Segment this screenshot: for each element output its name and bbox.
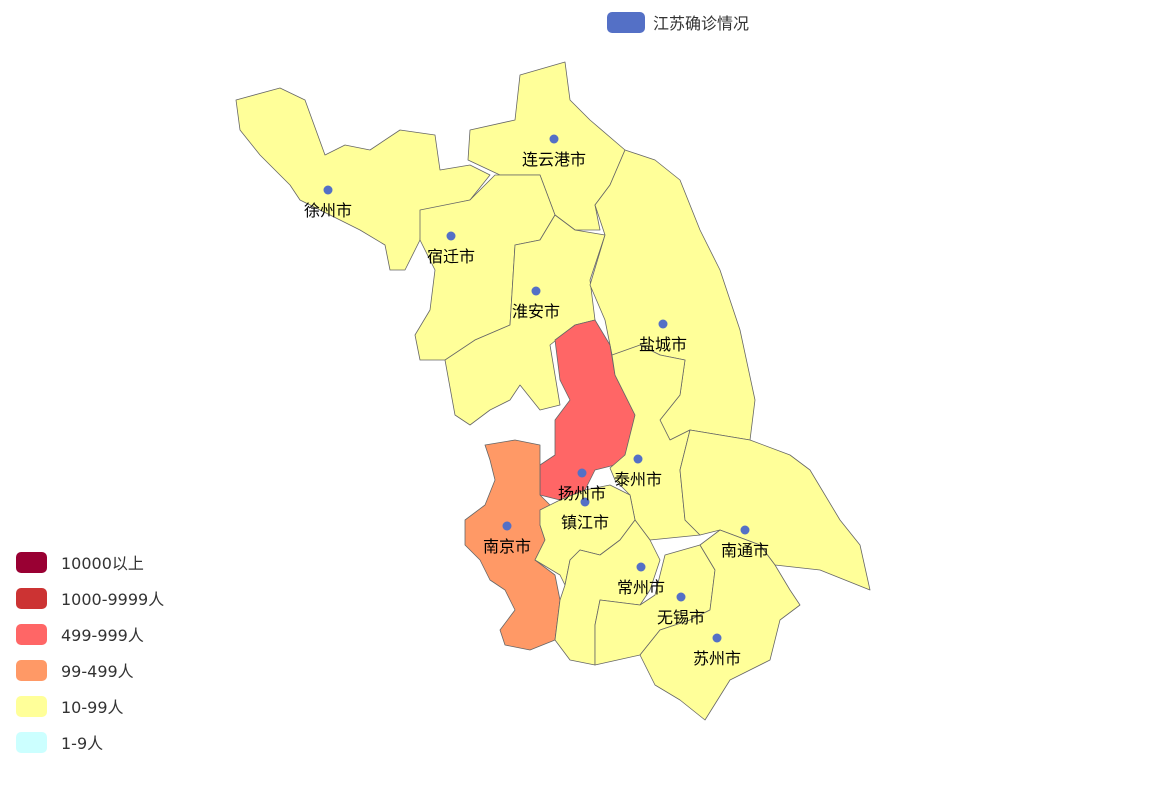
visual-map-item[interactable]: 499-999人 <box>16 616 164 652</box>
city-marker[interactable] <box>549 134 559 144</box>
city-label: 扬州市 <box>558 484 606 503</box>
visual-map-swatch <box>16 587 47 609</box>
city-marker[interactable] <box>740 525 750 535</box>
series-legend-swatch <box>607 11 645 33</box>
visual-map-label: 1-9人 <box>61 734 104 753</box>
city-label: 常州市 <box>617 578 665 597</box>
city-marker[interactable] <box>633 454 643 464</box>
visual-map-label: 99-499人 <box>61 662 134 681</box>
visual-map-label: 10-99人 <box>61 698 124 717</box>
series-legend[interactable]: 江苏确诊情况 <box>607 10 749 34</box>
visual-map-swatch <box>16 731 47 753</box>
region-5[interactable] <box>539 319 636 501</box>
city-marker[interactable] <box>577 468 587 478</box>
city-label: 无锡市 <box>657 608 705 627</box>
city-label: 徐州市 <box>304 201 352 220</box>
visual-map-item[interactable]: 99-499人 <box>16 652 164 688</box>
city-marker[interactable] <box>446 231 456 241</box>
series-legend-label: 江苏确诊情况 <box>653 14 750 33</box>
city-label: 南通市 <box>721 541 769 560</box>
city-marker[interactable] <box>531 286 541 296</box>
city-marker[interactable] <box>502 521 512 531</box>
city-label: 宿迁市 <box>427 247 475 266</box>
visual-map-label: 499-999人 <box>61 626 144 645</box>
city-marker[interactable] <box>636 562 646 572</box>
city-label: 苏州市 <box>693 649 741 668</box>
visual-map-item[interactable]: 1-9人 <box>16 724 164 760</box>
city-label: 镇江市 <box>561 513 609 532</box>
city-label: 南京市 <box>483 537 531 556</box>
region-7[interactable] <box>679 429 871 591</box>
city-marker[interactable] <box>676 592 686 602</box>
city-marker[interactable] <box>712 633 722 643</box>
region-8[interactable] <box>464 439 561 651</box>
visual-map-swatch <box>16 659 47 681</box>
visual-map-swatch <box>16 551 47 573</box>
visual-map-swatch <box>16 695 47 717</box>
region-12[interactable] <box>639 529 801 721</box>
region-3[interactable] <box>444 214 606 426</box>
city-marker[interactable] <box>580 497 590 507</box>
visual-map-item[interactable]: 10-99人 <box>16 688 164 724</box>
visual-map-legend: 10000以上 1000-9999人 499-999人 99-499人 10-9… <box>16 544 164 760</box>
city-marker[interactable] <box>323 185 333 195</box>
city-label: 泰州市 <box>614 470 662 489</box>
visual-map-label: 1000-9999人 <box>61 590 165 609</box>
city-label: 连云港市 <box>522 150 586 169</box>
city-label: 盐城市 <box>639 335 687 354</box>
city-label: 淮安市 <box>512 302 560 321</box>
visual-map-label: 10000以上 <box>61 554 144 573</box>
visual-map-item[interactable]: 1000-9999人 <box>16 580 164 616</box>
visual-map-swatch <box>16 623 47 645</box>
visual-map-item[interactable]: 10000以上 <box>16 544 164 580</box>
city-marker[interactable] <box>658 319 668 329</box>
